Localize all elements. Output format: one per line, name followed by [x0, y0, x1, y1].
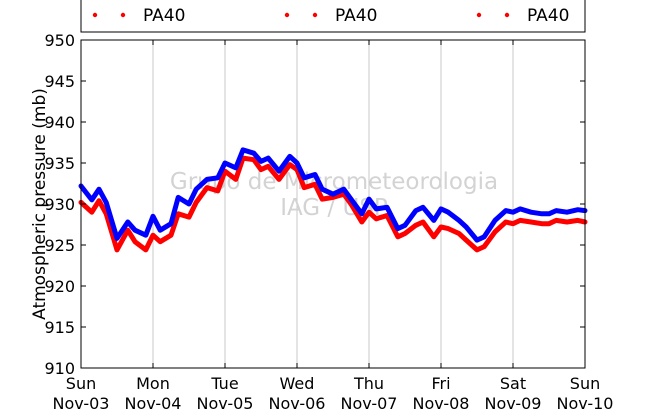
- x-tick-labels: SunNov-03MonNov-04TueNov-05WedNov-06ThuN…: [53, 374, 614, 409]
- x-tick-label-date: Nov-03: [53, 394, 110, 409]
- legend-marker: [92, 12, 98, 18]
- legend-label: PA40: [335, 6, 377, 26]
- x-tick-label-date: Nov-04: [125, 394, 182, 409]
- legend-label: PA40: [527, 6, 569, 26]
- series-line-red: [78, 155, 588, 253]
- y-tick-label: 915: [44, 318, 75, 337]
- x-tick-label-day: Mon: [136, 374, 170, 393]
- x-tick-label-date: Nov-07: [341, 394, 398, 409]
- x-tick-label-date: Nov-09: [485, 394, 542, 409]
- y-tick-label: 920: [44, 277, 75, 296]
- x-tick-label-day: Sun: [66, 374, 96, 393]
- y-axis-label: Atmospheric pressure (mb): [30, 88, 50, 320]
- x-tick-label-day: Tue: [210, 374, 238, 393]
- y-tick-label: 945: [44, 72, 75, 91]
- legend-marker: [120, 12, 126, 18]
- x-tick-label-date: Nov-10: [557, 394, 614, 409]
- axis-ticks: [80, 39, 586, 369]
- legend-label: PA40: [143, 6, 185, 26]
- x-tick-label-day: Sat: [500, 374, 526, 393]
- y-tick-label: 940: [44, 113, 75, 132]
- y-tick-label: 910: [44, 359, 75, 378]
- legend: PA40 PA40 PA40: [80, 0, 586, 33]
- x-tick-label-day: Fri: [431, 374, 450, 393]
- x-tick-label-day: Thu: [353, 374, 384, 393]
- legend-marker: [284, 12, 290, 18]
- x-tick-label-day: Sun: [570, 374, 600, 393]
- x-tick-label-date: Nov-05: [197, 394, 254, 409]
- x-tick-label-date: Nov-06: [269, 394, 326, 409]
- y-tick-label: 935: [44, 154, 75, 173]
- y-tick-label: 930: [44, 195, 75, 214]
- y-tick-labels: 910 915 920 925 930 935 940 945 950: [44, 31, 75, 378]
- series-line-blue: [78, 147, 588, 243]
- vertical-grid-lines: [152, 40, 514, 368]
- x-tick-label-date: Nov-08: [413, 394, 470, 409]
- legend-marker: [476, 12, 482, 18]
- series-layer: [78, 147, 588, 253]
- legend-marker: [312, 12, 318, 18]
- x-tick-label-day: Wed: [280, 374, 315, 393]
- y-tick-label: 925: [44, 236, 75, 255]
- legend-frame: [80, 0, 586, 33]
- y-tick-label: 950: [44, 31, 75, 50]
- legend-marker: [504, 12, 510, 18]
